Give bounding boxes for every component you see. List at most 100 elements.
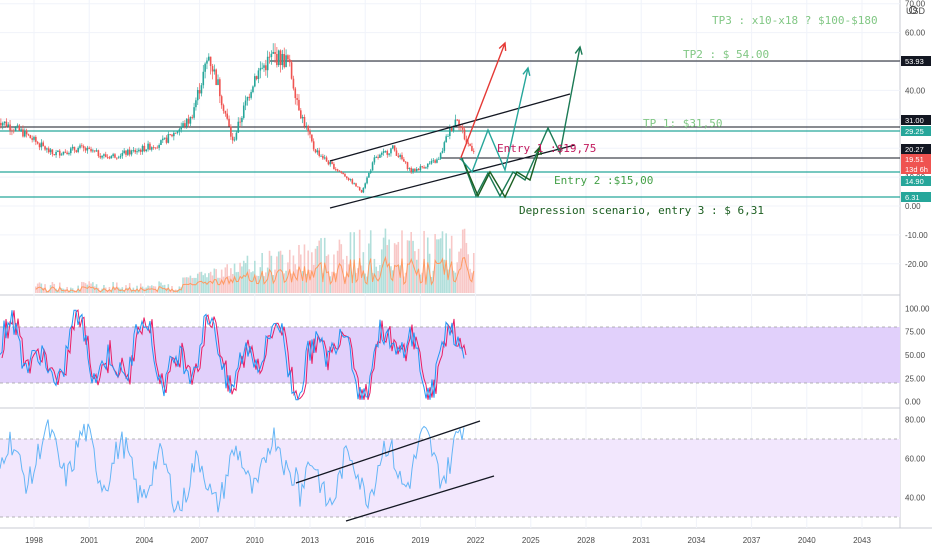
candle-body <box>255 76 258 80</box>
candle-body <box>392 145 394 149</box>
candle-body <box>454 119 457 126</box>
candle-body <box>46 148 48 150</box>
candle-body <box>246 96 249 101</box>
volume-bar <box>340 244 343 293</box>
candle-body <box>268 56 271 58</box>
volume-bar <box>187 277 190 293</box>
volume-bar <box>469 268 471 293</box>
candle-body <box>35 136 37 142</box>
price-badge <box>901 176 931 186</box>
candle-body <box>215 69 217 86</box>
candle-body <box>235 132 238 140</box>
rsi-axis-ticks: 80.00 60.00 40.00 <box>905 416 926 503</box>
candle-body <box>162 138 164 141</box>
candle-body <box>228 118 230 127</box>
candle-body <box>436 159 438 163</box>
candle-body <box>303 116 306 127</box>
candle-body <box>443 142 446 151</box>
candle-body <box>305 125 308 127</box>
volume-bar <box>35 286 37 293</box>
candle-body <box>355 183 357 187</box>
volume-bar <box>279 250 282 293</box>
volume-bar <box>403 276 405 293</box>
candle-body <box>84 148 87 151</box>
candle-body <box>472 150 475 152</box>
candle-body <box>410 168 412 173</box>
candle-body <box>294 88 297 99</box>
candle-body <box>281 54 284 66</box>
candle-body <box>283 54 286 68</box>
candle-body <box>195 100 197 108</box>
volume-bar <box>285 270 287 293</box>
candle-body <box>123 150 125 153</box>
volume-bar <box>290 273 293 293</box>
candle-body <box>316 150 319 153</box>
candle-body <box>22 129 24 137</box>
candle-body <box>414 168 416 172</box>
time-tick-label: 2034 <box>688 536 706 545</box>
volume-bar <box>458 251 460 293</box>
candle-body <box>344 174 346 177</box>
volume-bar <box>82 282 85 293</box>
candle-body <box>173 132 175 137</box>
candle-body <box>349 179 352 181</box>
candle-body <box>259 68 262 71</box>
volume-bar <box>432 270 435 293</box>
volume-bar <box>316 246 319 293</box>
candle-body <box>373 157 376 163</box>
candle-body <box>270 53 273 57</box>
price-axis[interactable]: USD <box>906 6 926 16</box>
candle-body <box>134 150 136 153</box>
tp1-label: TP 1: $31,50 <box>643 117 722 130</box>
volume-bar <box>399 265 401 293</box>
candle-body <box>178 129 181 132</box>
price-tick-label: 60.00 <box>905 29 926 38</box>
candle-body <box>114 154 116 158</box>
candle-body <box>158 145 160 148</box>
bull-arrow-teal-head <box>522 66 531 76</box>
volume-bar <box>265 272 267 293</box>
candle-body <box>73 146 76 151</box>
stochastic-tick-label: 50.00 <box>905 351 926 360</box>
volume-bar <box>252 271 254 293</box>
candle-body <box>90 148 92 152</box>
candle-body <box>397 155 400 157</box>
volume-bar <box>193 277 195 293</box>
time-axis-ticks[interactable]: 1998 2001 2004 2007 2010 2013 2016 2019 2022 2025… <box>25 536 871 545</box>
candle-body <box>42 142 44 147</box>
volume-bar <box>421 272 424 293</box>
candle-body <box>5 121 8 127</box>
candle-body <box>261 67 263 69</box>
depression-path <box>464 146 541 199</box>
candle-body <box>68 153 70 155</box>
price-badge-label: 31.00 <box>905 116 924 125</box>
candle-body <box>182 123 184 127</box>
candle-body <box>314 149 317 153</box>
volume-bar <box>318 240 320 293</box>
candle-body <box>296 98 298 100</box>
candle-body <box>88 147 90 149</box>
compare-icon[interactable] <box>909 6 917 14</box>
candle-body <box>311 134 313 142</box>
rsi-tick-label: 80.00 <box>905 416 926 425</box>
volume-bar <box>439 238 442 293</box>
candle-body <box>55 151 57 156</box>
candle-body <box>450 127 453 131</box>
price-badge <box>901 115 931 125</box>
candle-body <box>469 143 471 146</box>
candle-body <box>79 145 81 148</box>
volume-bar <box>357 268 359 293</box>
candle-body <box>206 60 208 64</box>
candlestick-series <box>0 43 475 194</box>
candle-body <box>103 154 105 156</box>
candle-body <box>301 116 304 119</box>
candle-body <box>379 154 381 158</box>
candle-body <box>36 141 39 144</box>
candle-body <box>163 137 166 139</box>
volume-bar <box>461 229 464 293</box>
volume-bar <box>351 275 354 293</box>
candle-body <box>340 171 343 173</box>
volume-bar <box>208 273 210 293</box>
candle-body <box>156 147 159 149</box>
